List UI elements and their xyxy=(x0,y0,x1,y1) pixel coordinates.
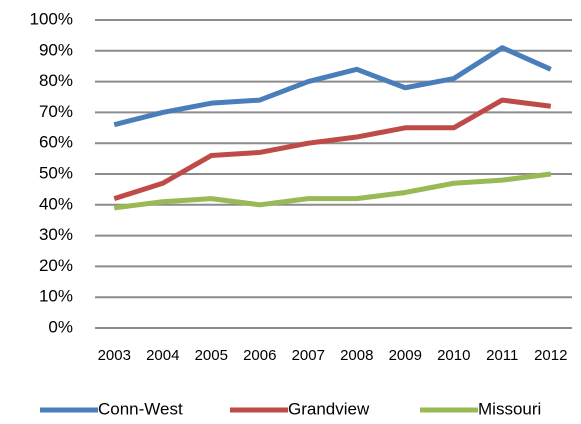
y-tick-label: 100% xyxy=(30,9,73,28)
y-tick-label: 40% xyxy=(39,194,73,213)
x-tick-label: 2009 xyxy=(389,347,422,364)
y-tick-label: 90% xyxy=(39,40,73,59)
y-tick-label: 0% xyxy=(48,317,73,336)
x-tick-label: 2011 xyxy=(486,347,518,364)
y-tick-label: 80% xyxy=(39,71,73,90)
x-tick-label: 2005 xyxy=(195,347,228,364)
x-tick-label: 2006 xyxy=(243,347,276,364)
y-tick-label: 10% xyxy=(39,287,73,306)
y-tick-label: 70% xyxy=(39,102,73,121)
x-tick-label: 2012 xyxy=(534,347,567,364)
x-tick-label: 2003 xyxy=(98,347,131,364)
legend-label: Conn-West xyxy=(98,399,183,418)
x-tick-label: 2008 xyxy=(340,347,373,364)
series-line xyxy=(113,45,552,128)
series-line xyxy=(113,97,552,202)
series-line xyxy=(113,171,552,211)
y-tick-label: 20% xyxy=(39,256,73,275)
legend-label: Missouri xyxy=(478,399,541,418)
x-tick-label: 2007 xyxy=(292,347,325,364)
x-tick-label: 2010 xyxy=(437,347,470,364)
legend-label: Grandview xyxy=(288,399,370,418)
y-tick-label: 60% xyxy=(39,133,73,152)
x-tick-label: 2004 xyxy=(146,347,179,364)
y-tick-label: 30% xyxy=(39,225,73,244)
y-tick-label: 50% xyxy=(39,163,73,182)
